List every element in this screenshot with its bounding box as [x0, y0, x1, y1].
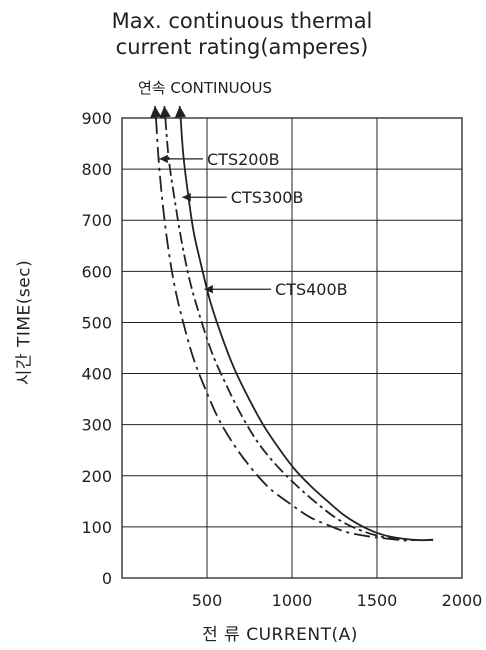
continuous-arrow-cts300b [159, 105, 171, 121]
x-tick-label-2000: 2000 [442, 591, 483, 610]
x-tick-label-1000: 1000 [272, 591, 313, 610]
continuous-label: 연속 CONTINUOUS [138, 79, 272, 97]
continuous-arrow-cts200b [150, 105, 162, 121]
series-label-cts300b: CTS300B [231, 188, 304, 207]
chart-title-line2: current rating(amperes) [115, 35, 369, 59]
series-line-cts200b [155, 117, 412, 543]
y-tick-label-400: 400 [81, 365, 112, 384]
y-tick-label-600: 600 [81, 262, 112, 281]
continuous-arrow-cts400b [174, 105, 187, 121]
y-tick-label-500: 500 [81, 313, 112, 332]
series-line-cts300b [164, 117, 415, 542]
x-axis-label: 전 류 CURRENT(A) [202, 625, 358, 645]
y-tick-label-700: 700 [81, 211, 112, 230]
series-label-cts200b: CTS200B [207, 150, 280, 169]
x-tick-label-1500: 1500 [357, 591, 398, 610]
y-tick-label-100: 100 [81, 518, 112, 537]
y-tick-label-0: 0 [102, 569, 112, 588]
chart-title-line1: Max. continuous thermal [111, 9, 373, 33]
y-tick-label-300: 300 [81, 416, 112, 435]
y-tick-label-800: 800 [81, 160, 112, 179]
series-label-cts400b: CTS400B [275, 280, 348, 299]
series-line-cts400b [179, 117, 434, 542]
y-tick-label-900: 900 [81, 109, 112, 128]
y-axis-label: 시간 TIME(sec) [14, 259, 35, 386]
y-tick-label-200: 200 [81, 467, 112, 486]
x-tick-label-500: 500 [192, 591, 223, 610]
